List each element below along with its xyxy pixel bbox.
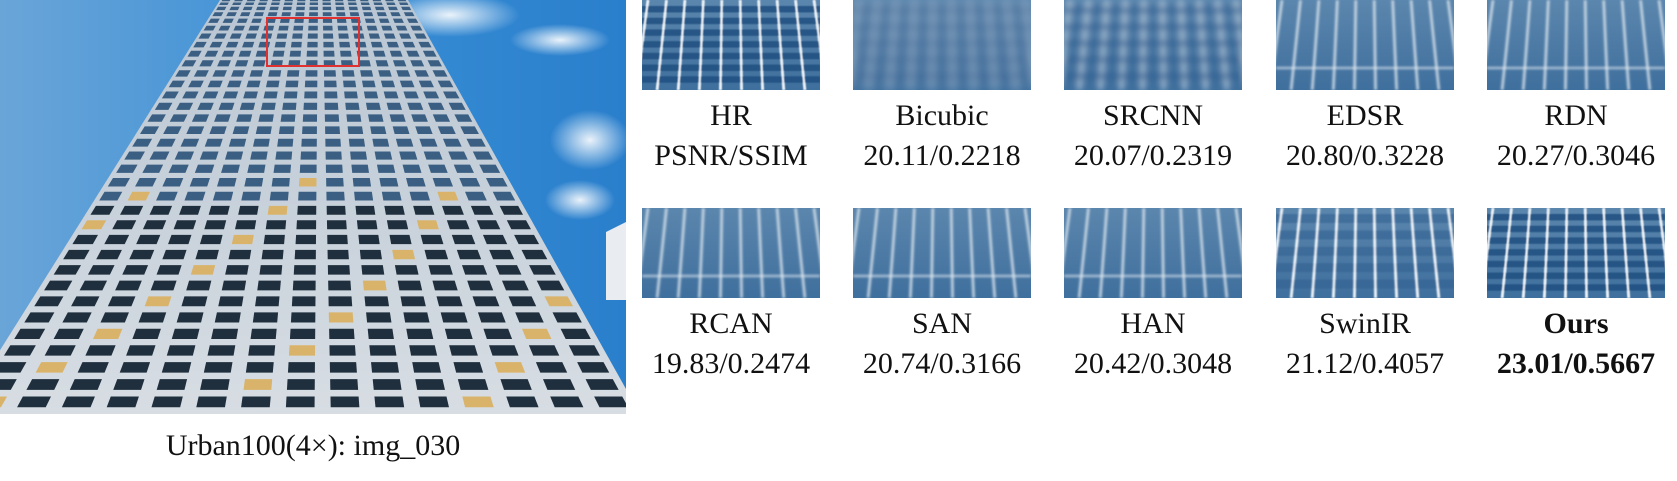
main-image-caption: Urban100(4×): img_030 <box>165 429 461 462</box>
patch-method-label-hr: HR <box>710 99 752 132</box>
patch-san <box>853 208 1031 298</box>
patch-metric-label-rcan: 19.83/0.2474 <box>651 347 811 380</box>
patch-han <box>1064 208 1242 298</box>
patch-image-srcnn <box>1064 0 1242 90</box>
patch-image-han <box>1064 208 1242 298</box>
patch-rdn <box>1487 0 1665 90</box>
patch-metric-label-han: 20.42/0.3048 <box>1073 347 1233 380</box>
patch-method-label-edsr: EDSR <box>1326 99 1404 132</box>
patch-hr <box>642 0 820 90</box>
patch-metric-label-edsr: 20.80/0.3228 <box>1285 139 1445 172</box>
patch-image-hr <box>642 0 820 90</box>
patch-image-swinir <box>1276 208 1454 298</box>
patch-metric-label-ours: 23.01/0.5667 <box>1496 347 1656 380</box>
patch-edsr <box>1276 0 1454 90</box>
patch-metric-label-srcnn: 20.07/0.2319 <box>1073 139 1233 172</box>
side-building <box>606 222 626 300</box>
patch-image-rcan <box>642 208 820 298</box>
patch-metric-label-hr: PSNR/SSIM <box>654 139 808 172</box>
patch-ours <box>1487 208 1665 298</box>
building-photo-svg <box>0 0 626 414</box>
patch-method-label-rcan: RCAN <box>689 307 773 340</box>
patch-swinir <box>1276 208 1454 298</box>
cloud-3 <box>545 180 615 220</box>
patch-method-label-ours: Ours <box>1543 307 1609 340</box>
patch-image-bicubic <box>853 0 1031 90</box>
patch-image-ours <box>1487 208 1665 298</box>
patch-metric-label-swinir: 21.12/0.4057 <box>1285 347 1445 380</box>
patch-method-label-han: HAN <box>1120 307 1186 340</box>
patch-method-label-san: SAN <box>911 307 972 340</box>
patch-image-edsr <box>1276 0 1454 90</box>
patch-metric-label-san: 20.74/0.3166 <box>862 347 1022 380</box>
patch-bicubic <box>853 0 1031 90</box>
highlight-region-box <box>266 17 360 67</box>
patch-metric-label-rdn: 20.27/0.3046 <box>1496 139 1656 172</box>
main-building-image <box>0 0 626 414</box>
patch-method-label-rdn: RDN <box>1544 99 1608 132</box>
patch-method-label-swinir: SwinIR <box>1319 307 1411 340</box>
patch-srcnn <box>1064 0 1242 90</box>
cloud-1 <box>510 24 610 56</box>
patch-rcan <box>642 208 820 298</box>
patch-image-san <box>853 208 1031 298</box>
patch-method-label-bicubic: Bicubic <box>895 99 989 132</box>
patch-metric-label-bicubic: 20.11/0.2218 <box>863 139 1021 172</box>
patch-image-rdn <box>1487 0 1665 90</box>
window-grid <box>0 0 626 408</box>
patch-method-label-srcnn: SRCNN <box>1102 99 1204 132</box>
cloud-2 <box>550 110 626 170</box>
